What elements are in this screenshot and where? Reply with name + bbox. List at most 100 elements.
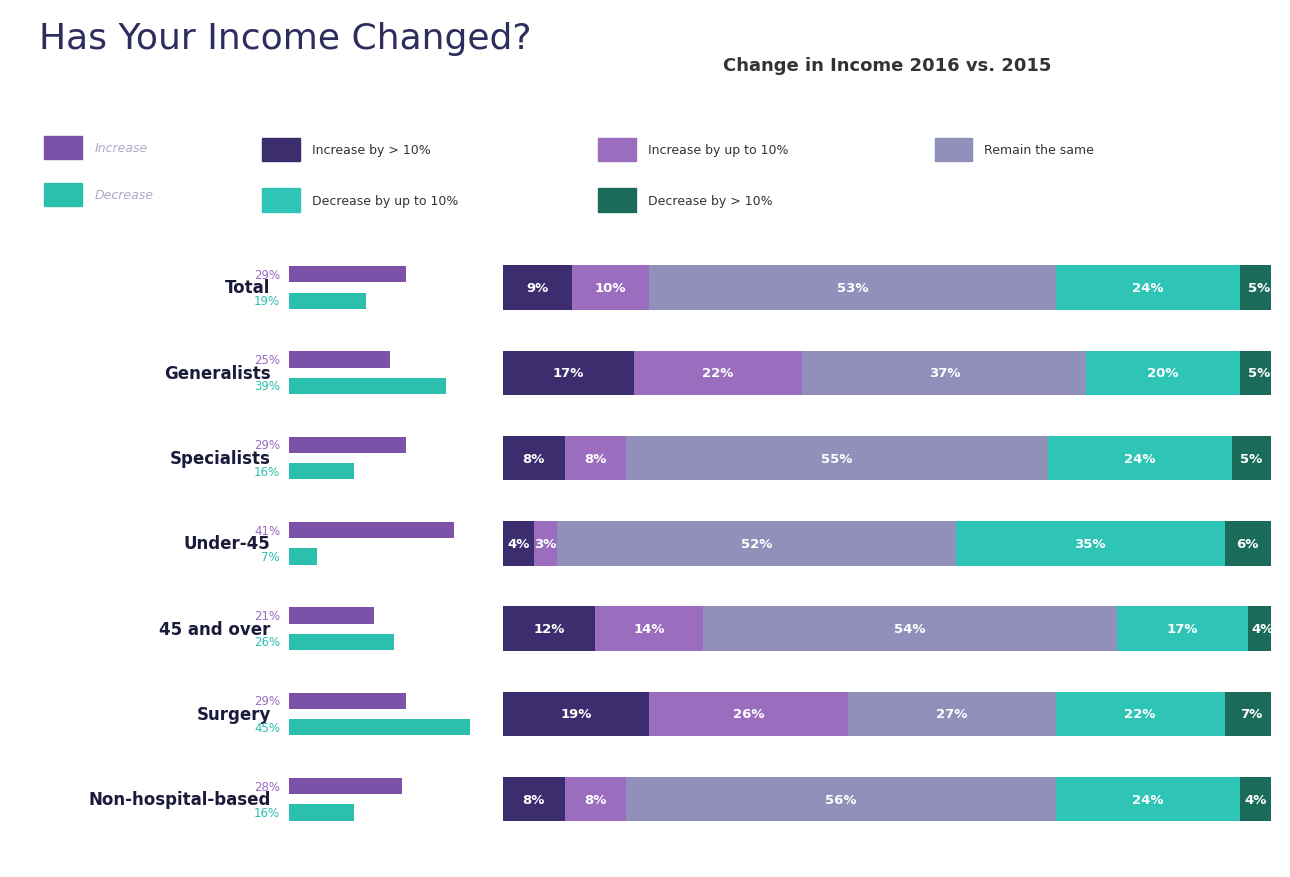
Bar bbox=[289, 634, 393, 650]
Bar bbox=[289, 379, 445, 395]
Text: 27%: 27% bbox=[937, 708, 968, 721]
Text: 26%: 26% bbox=[733, 708, 765, 721]
Text: 22%: 22% bbox=[1125, 708, 1156, 721]
Bar bbox=[703, 607, 1117, 651]
Bar bbox=[503, 607, 595, 651]
Text: Has Your Income Changed?: Has Your Income Changed? bbox=[39, 22, 531, 56]
Text: 5%: 5% bbox=[1247, 367, 1271, 380]
Text: Increase: Increase bbox=[94, 142, 147, 154]
Bar bbox=[503, 437, 565, 481]
Text: Decrease by up to 10%: Decrease by up to 10% bbox=[312, 195, 458, 207]
Text: 8%: 8% bbox=[584, 452, 606, 465]
Bar bbox=[289, 523, 454, 538]
Bar bbox=[289, 719, 470, 736]
Bar bbox=[633, 351, 802, 396]
Text: Change in Income 2016 vs. 2015: Change in Income 2016 vs. 2015 bbox=[722, 57, 1051, 75]
Bar bbox=[1086, 351, 1240, 396]
Text: 21%: 21% bbox=[254, 610, 280, 622]
Text: 55%: 55% bbox=[822, 452, 853, 465]
Text: 9%: 9% bbox=[526, 282, 548, 295]
Text: 8%: 8% bbox=[584, 793, 606, 806]
Text: Specialists: Specialists bbox=[170, 450, 271, 467]
Bar bbox=[565, 437, 626, 481]
Text: 19%: 19% bbox=[560, 708, 592, 721]
Bar bbox=[1055, 692, 1224, 737]
Text: 37%: 37% bbox=[929, 367, 960, 380]
Bar bbox=[649, 692, 849, 737]
Text: 19%: 19% bbox=[254, 295, 280, 308]
Text: 6%: 6% bbox=[1236, 538, 1259, 550]
Bar bbox=[1224, 522, 1271, 566]
Bar bbox=[289, 464, 353, 480]
Text: 24%: 24% bbox=[1133, 282, 1164, 295]
Text: 4%: 4% bbox=[1251, 623, 1275, 636]
Text: Generalists: Generalists bbox=[164, 364, 271, 382]
Text: 41%: 41% bbox=[254, 524, 280, 537]
Text: 24%: 24% bbox=[1133, 793, 1164, 806]
Text: 29%: 29% bbox=[254, 268, 280, 282]
Bar bbox=[503, 777, 565, 822]
FancyBboxPatch shape bbox=[262, 139, 299, 162]
Bar bbox=[1055, 777, 1240, 822]
FancyBboxPatch shape bbox=[262, 189, 299, 212]
Bar bbox=[1117, 607, 1247, 651]
Text: Remain the same: Remain the same bbox=[984, 144, 1094, 157]
Text: 12%: 12% bbox=[534, 623, 565, 636]
Bar bbox=[503, 692, 649, 737]
Text: 29%: 29% bbox=[254, 438, 280, 452]
Text: 22%: 22% bbox=[702, 367, 734, 380]
Text: 8%: 8% bbox=[522, 452, 544, 465]
Bar bbox=[289, 778, 401, 795]
Text: 4%: 4% bbox=[507, 538, 530, 550]
Text: Total: Total bbox=[226, 279, 271, 297]
Text: Decrease: Decrease bbox=[94, 189, 154, 202]
Bar bbox=[849, 692, 1055, 737]
FancyBboxPatch shape bbox=[44, 184, 81, 207]
Bar bbox=[289, 804, 353, 821]
Text: 25%: 25% bbox=[254, 353, 280, 367]
Text: 24%: 24% bbox=[1125, 452, 1156, 465]
Text: 4%: 4% bbox=[1244, 793, 1267, 806]
Bar bbox=[289, 608, 374, 624]
Text: 28%: 28% bbox=[254, 780, 280, 793]
Text: Increase by > 10%: Increase by > 10% bbox=[312, 144, 431, 157]
Bar bbox=[1232, 437, 1271, 481]
Text: 17%: 17% bbox=[552, 367, 584, 380]
Text: 39%: 39% bbox=[254, 380, 280, 393]
Bar bbox=[595, 607, 703, 651]
Bar bbox=[1224, 692, 1278, 737]
FancyBboxPatch shape bbox=[934, 139, 971, 162]
Text: Under-45: Under-45 bbox=[184, 535, 271, 553]
Text: 5%: 5% bbox=[1241, 452, 1263, 465]
Text: 20%: 20% bbox=[1147, 367, 1179, 380]
Text: 7%: 7% bbox=[262, 551, 280, 563]
FancyBboxPatch shape bbox=[44, 137, 81, 160]
Text: 16%: 16% bbox=[254, 806, 280, 819]
Text: 45 and over: 45 and over bbox=[159, 620, 271, 638]
Bar bbox=[503, 351, 633, 396]
Text: 3%: 3% bbox=[534, 538, 556, 550]
FancyBboxPatch shape bbox=[599, 189, 636, 212]
Text: 8%: 8% bbox=[522, 793, 544, 806]
Text: 53%: 53% bbox=[837, 282, 868, 295]
Bar bbox=[565, 777, 626, 822]
Text: 29%: 29% bbox=[254, 695, 280, 708]
Text: 14%: 14% bbox=[633, 623, 664, 636]
Text: Surgery: Surgery bbox=[196, 705, 271, 724]
Text: 26%: 26% bbox=[254, 636, 280, 649]
Bar bbox=[1240, 777, 1271, 822]
Text: 10%: 10% bbox=[595, 282, 627, 295]
Bar bbox=[626, 437, 1047, 481]
Text: Non-hospital-based: Non-hospital-based bbox=[88, 790, 271, 809]
Bar bbox=[649, 266, 1055, 310]
Text: 5%: 5% bbox=[1247, 282, 1271, 295]
Text: 17%: 17% bbox=[1166, 623, 1198, 636]
Bar bbox=[289, 438, 405, 453]
Text: 52%: 52% bbox=[740, 538, 773, 550]
Text: Decrease by > 10%: Decrease by > 10% bbox=[649, 195, 773, 207]
Bar bbox=[1240, 266, 1278, 310]
Bar bbox=[289, 293, 365, 310]
Text: Increase by up to 10%: Increase by up to 10% bbox=[649, 144, 788, 157]
Bar bbox=[557, 522, 956, 566]
Bar bbox=[626, 777, 1055, 822]
